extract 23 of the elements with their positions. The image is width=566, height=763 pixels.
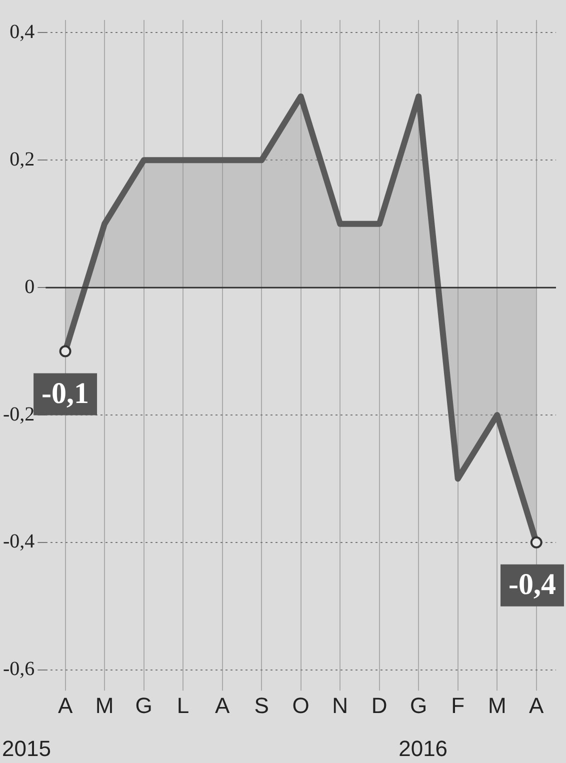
x-tick-label: O xyxy=(292,692,310,718)
x-tick-label: L xyxy=(176,692,190,718)
x-tick-label: G xyxy=(135,692,152,718)
y-tick-label: 0 xyxy=(24,276,35,298)
y-tick-label: 0,2 xyxy=(10,148,35,170)
y-tick-label: 0,4 xyxy=(10,20,35,43)
y-tick-label: -0,6 xyxy=(2,658,35,680)
x-tick-label: A xyxy=(214,692,230,718)
y-tick-label: -0,2 xyxy=(2,403,35,426)
x-tick-label: A xyxy=(58,692,73,718)
y-tick-label: -0,4 xyxy=(2,530,35,553)
x-tick-label: A xyxy=(529,692,544,718)
x-tick-label: D xyxy=(371,692,388,718)
text: 2015 xyxy=(2,736,51,762)
x-tick-label: M xyxy=(488,692,506,718)
x-tick-label: M xyxy=(95,692,114,718)
x-tick-label: S xyxy=(254,692,269,718)
data-label: -0,1 xyxy=(42,377,90,410)
x-tick-label: N xyxy=(332,692,348,718)
x-tick-label: G xyxy=(410,692,428,718)
x-tick-label: F xyxy=(451,692,465,718)
data-label: -0,4 xyxy=(508,568,556,602)
text: 2016 xyxy=(398,736,448,762)
